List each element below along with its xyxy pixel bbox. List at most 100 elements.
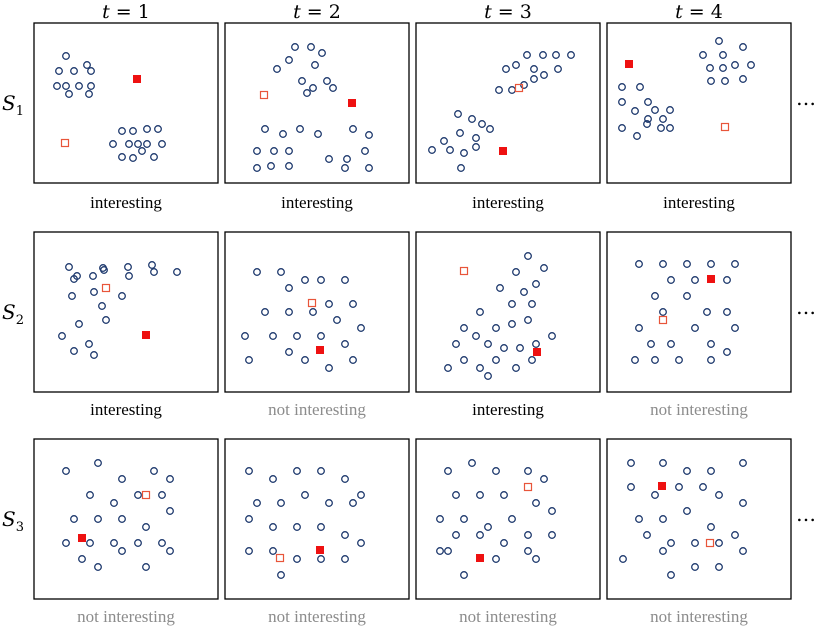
- point-marker: [53, 82, 61, 90]
- point-marker: [478, 120, 486, 128]
- panel-caption: not interesting: [77, 607, 175, 626]
- point-marker: [365, 131, 373, 139]
- open-square-marker: [101, 283, 111, 293]
- filled-square-marker: [316, 346, 324, 354]
- point-marker: [285, 147, 293, 155]
- row-ellipsis: …: [796, 86, 817, 110]
- point-marker: [94, 515, 102, 523]
- panel-s2-t3: [415, 231, 601, 393]
- point-marker: [285, 162, 293, 170]
- point-marker: [707, 523, 715, 531]
- point-marker: [500, 491, 508, 499]
- point-marker: [659, 459, 667, 467]
- point-marker: [267, 162, 275, 170]
- point-marker: [317, 555, 325, 563]
- point-marker: [245, 356, 253, 364]
- point-marker: [307, 43, 315, 51]
- point-marker: [357, 324, 365, 332]
- panel-s2-t4: [606, 231, 792, 393]
- point-marker: [683, 292, 691, 300]
- filled-square-marker: [78, 534, 86, 542]
- point-marker: [524, 252, 532, 260]
- point-marker: [318, 49, 326, 57]
- point-marker: [173, 268, 181, 276]
- point-marker: [341, 531, 349, 539]
- point-marker: [500, 539, 508, 547]
- point-marker: [325, 300, 333, 308]
- point-marker: [150, 467, 158, 475]
- point-marker: [644, 98, 652, 106]
- panel-s1-t2: [224, 22, 410, 184]
- point-marker: [62, 52, 70, 60]
- point-marker: [508, 320, 516, 328]
- point-marker: [460, 515, 468, 523]
- point-marker: [699, 51, 707, 59]
- point-marker: [666, 124, 674, 132]
- point-marker: [492, 467, 500, 475]
- point-marker: [293, 523, 301, 531]
- point-marker: [142, 563, 150, 571]
- point-marker: [659, 547, 667, 555]
- point-marker: [253, 499, 261, 507]
- row-label-main: S: [2, 300, 16, 324]
- column-value: 1: [138, 1, 150, 23]
- column-var: t: [675, 1, 683, 23]
- column-var: t: [102, 1, 110, 23]
- point-marker: [484, 372, 492, 380]
- point-marker: [293, 555, 301, 563]
- open-square-marker: [523, 482, 533, 492]
- point-marker: [472, 134, 480, 142]
- point-marker: [285, 348, 293, 356]
- panel-frame: [606, 438, 792, 600]
- panel-s3-t3: [415, 438, 601, 600]
- column-var: t: [293, 1, 301, 23]
- point-marker: [452, 531, 460, 539]
- point-marker: [492, 324, 500, 332]
- panel-frame: [33, 22, 219, 184]
- column-value: 2: [329, 1, 341, 23]
- point-marker: [285, 56, 293, 64]
- point-marker: [436, 547, 444, 555]
- point-marker: [341, 276, 349, 284]
- point-marker: [269, 332, 277, 340]
- panel-frame: [606, 22, 792, 184]
- panel-caption: interesting: [90, 193, 162, 212]
- point-marker: [567, 51, 575, 59]
- point-marker: [87, 82, 95, 90]
- point-marker: [75, 82, 83, 90]
- point-marker: [659, 115, 667, 123]
- point-marker: [277, 499, 285, 507]
- row-label-subscript: 3: [16, 520, 24, 535]
- point-marker: [631, 356, 639, 364]
- point-marker: [349, 356, 357, 364]
- point-marker: [659, 515, 667, 523]
- point-marker: [109, 140, 117, 148]
- point-marker: [508, 515, 516, 523]
- point-marker: [444, 547, 452, 555]
- point-marker: [118, 153, 126, 161]
- point-marker: [554, 65, 562, 73]
- point-marker: [134, 140, 142, 148]
- column-eq: =: [683, 1, 711, 23]
- panel-s3-t1: [33, 438, 219, 600]
- point-marker: [635, 324, 643, 332]
- point-marker: [125, 140, 133, 148]
- point-marker: [62, 82, 70, 90]
- point-marker: [309, 84, 317, 92]
- point-marker: [253, 268, 261, 276]
- point-marker: [644, 115, 652, 123]
- point-marker: [333, 316, 341, 324]
- row-label-2: S2: [2, 300, 24, 328]
- point-marker: [343, 155, 351, 163]
- point-marker: [138, 147, 146, 155]
- point-marker: [460, 571, 468, 579]
- point-marker: [523, 51, 531, 59]
- point-marker: [667, 571, 675, 579]
- row-ellipsis: …: [796, 502, 817, 526]
- point-marker: [58, 332, 66, 340]
- point-marker: [317, 523, 325, 531]
- panel-frame: [415, 438, 601, 600]
- point-marker: [329, 84, 337, 92]
- point-marker: [317, 467, 325, 475]
- point-marker: [619, 555, 627, 563]
